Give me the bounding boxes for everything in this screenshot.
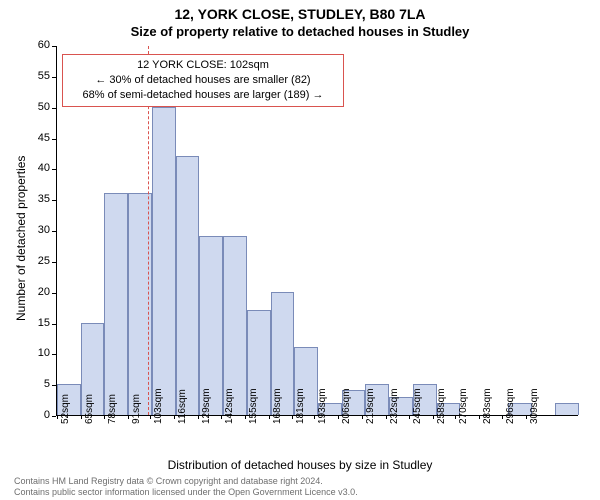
y-tick-label: 60	[0, 39, 56, 51]
y-tick-label: 30	[0, 224, 56, 236]
y-tick-mark	[52, 416, 56, 417]
chart-title-sub: Size of property relative to detached ho…	[0, 24, 600, 39]
y-tick-mark	[52, 200, 56, 201]
y-tick-label: 55	[0, 70, 56, 82]
y-tick-mark	[52, 46, 56, 47]
y-tick-label: 40	[0, 162, 56, 174]
histogram-bar	[176, 156, 200, 415]
x-tick-mark	[57, 415, 58, 419]
y-tick-label: 5	[0, 378, 56, 390]
y-tick-mark	[52, 231, 56, 232]
property-annotation: 12 YORK CLOSE: 102sqm ← 30% of detached …	[62, 54, 344, 107]
y-tick-label: 10	[0, 347, 56, 359]
y-tick-label: 0	[0, 409, 56, 421]
y-tick-mark	[52, 108, 56, 109]
annotation-line-3: 68% of semi-detached houses are larger (…	[69, 88, 337, 103]
footer-line-2: Contains public sector information licen…	[14, 487, 586, 498]
annotation-line-1: 12 YORK CLOSE: 102sqm	[69, 58, 337, 73]
x-axis-label: Distribution of detached houses by size …	[0, 458, 600, 472]
footer-line-1: Contains HM Land Registry data © Crown c…	[14, 476, 586, 487]
chart-title-main: 12, YORK CLOSE, STUDLEY, B80 7LA	[0, 6, 600, 22]
x-tick-label: 309sqm	[529, 388, 600, 424]
histogram-bar	[104, 193, 128, 415]
y-tick-label: 35	[0, 193, 56, 205]
y-tick-mark	[52, 262, 56, 263]
y-tick-label: 45	[0, 132, 56, 144]
y-tick-label: 50	[0, 101, 56, 113]
y-tick-label: 15	[0, 317, 56, 329]
y-tick-mark	[52, 169, 56, 170]
y-tick-mark	[52, 139, 56, 140]
y-tick-label: 20	[0, 286, 56, 298]
footer-attribution: Contains HM Land Registry data © Crown c…	[14, 476, 586, 499]
y-tick-label: 25	[0, 255, 56, 267]
y-tick-mark	[52, 293, 56, 294]
histogram-bar	[152, 107, 176, 415]
y-tick-mark	[52, 354, 56, 355]
y-tick-mark	[52, 324, 56, 325]
y-tick-mark	[52, 77, 56, 78]
y-tick-mark	[52, 385, 56, 386]
annotation-line-2: ← 30% of detached houses are smaller (82…	[69, 73, 337, 88]
